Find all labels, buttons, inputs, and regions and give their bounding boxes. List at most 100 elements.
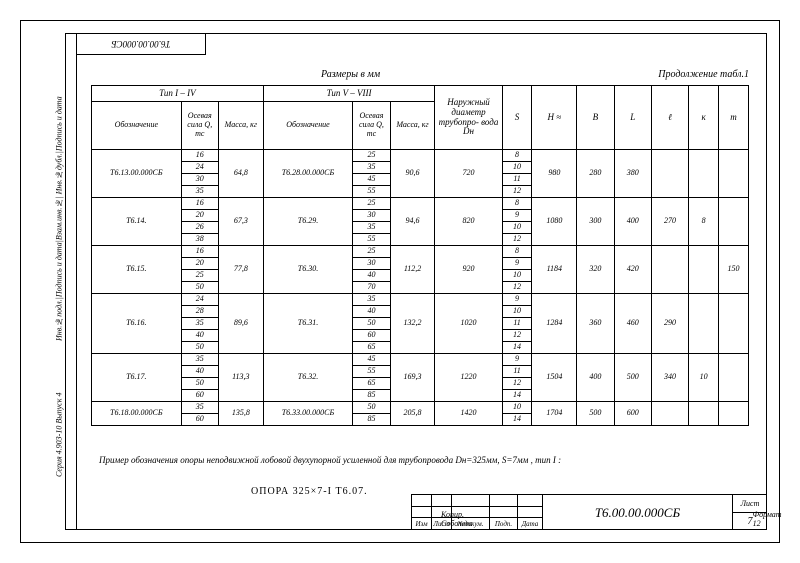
cell-q2: 65 [353,342,390,354]
cell-L: 500 [614,354,651,402]
cell-q2: 45 [353,354,390,366]
table-row: Т6.17.35113,3Т6.32.45169,312209150440050… [92,354,749,366]
cell-q2: 40 [353,306,390,318]
cell-q1: 40 [181,330,218,342]
cell-q2: 50 [353,318,390,330]
table-row: Т6.16.2489,6Т6.31.35132,2102091284360460… [92,294,749,306]
cell-d1: Т6.16. [92,294,182,354]
cell-s: 8 [502,198,532,210]
cell-b: 280 [577,150,614,198]
col-m: m [719,86,749,150]
cell-q2: 45 [353,174,390,186]
cell-m2: 205,8 [390,402,435,426]
cell-s: 14 [502,414,532,426]
group-header-1: Тип I – IV [92,86,264,102]
cell-q2: 25 [353,150,390,162]
cell-q2: 85 [353,390,390,402]
cell-q1: 35 [181,402,218,414]
cell-l: 340 [651,354,688,402]
cell-q1: 50 [181,342,218,354]
cell-b: 500 [577,402,614,426]
cell-d1: Т6.13.00.000СБ [92,150,182,198]
cell-k [689,150,719,198]
cell-q2: 25 [353,246,390,258]
cell-q2: 35 [353,162,390,174]
cell-h: 1504 [532,354,577,402]
col-d2: Обозначение [263,102,353,150]
cell-b: 400 [577,354,614,402]
cell-k [689,402,719,426]
cell-q1: 20 [181,210,218,222]
cell-h: 1080 [532,198,577,246]
cell-d2: Т6.33.00.000СБ [263,402,353,426]
cell-s: 9 [502,258,532,270]
cell-m2: 94,6 [390,198,435,246]
cell-q1: 25 [181,270,218,282]
footer-line: Копир. Соболева Формат 12 [91,510,782,528]
cell-l: 290 [651,294,688,354]
cell-q1: 24 [181,162,218,174]
table-row: Т6.13.00.000СБ1664,8Т6.28.00.000СБ2590,6… [92,150,749,162]
cell-s: 12 [502,330,532,342]
example-formula: ОПОРА 325×7-I Т6.07. [251,486,368,497]
cell-q2: 35 [353,294,390,306]
cell-d1: Т6.17. [92,354,182,402]
cell-q1: 50 [181,378,218,390]
cell-d1: Т6.15. [92,246,182,294]
cell-q1: 16 [181,198,218,210]
cell-q1: 60 [181,390,218,402]
cell-dn: 1020 [435,294,502,354]
cell-q2: 70 [353,282,390,294]
cell-q1: 30 [181,174,218,186]
cell-m [719,402,749,426]
cell-dn: 1220 [435,354,502,402]
cell-k [689,246,719,294]
cell-b: 320 [577,246,614,294]
cell-L: 400 [614,198,651,246]
cell-m: 150 [719,246,749,294]
cell-k [689,294,719,354]
cell-d2: Т6.29. [263,198,353,246]
footer-copier: Копир. Соболева [441,510,473,528]
cell-q2: 60 [353,330,390,342]
cell-m [719,354,749,402]
col-s: S [502,86,532,150]
side-text-column: Серия 4.903-10 Выпуск 4 Инв.№подл.|Подпи… [49,71,69,502]
cell-s: 11 [502,366,532,378]
cell-s: 11 [502,318,532,330]
cell-m1: 64,8 [218,150,263,198]
col-dn: Наружный диаметр трубопро- вода Dн [435,86,502,150]
cell-m1: 135,8 [218,402,263,426]
cell-L: 600 [614,402,651,426]
cell-q2: 40 [353,270,390,282]
cell-d2: Т6.31. [263,294,353,354]
cell-s: 12 [502,234,532,246]
col-k: к [689,86,719,150]
continuation-label: Продолжение табл.1 [658,69,749,80]
cell-s: 9 [502,294,532,306]
col-l: ℓ [651,86,688,150]
cell-s: 10 [502,222,532,234]
outer-frame: Т6.00.00.000СБ Серия 4.903-10 Выпуск 4 И… [20,20,780,543]
col-m2: Масса, кг [390,102,435,150]
cell-s: 10 [502,270,532,282]
col-b: B [577,86,614,150]
cell-s: 11 [502,174,532,186]
cell-s: 9 [502,354,532,366]
cell-q1: 35 [181,186,218,198]
example-text-content: Пример обозначения опоры неподвижной лоб… [99,455,561,465]
cell-d2: Т6.28.00.000СБ [263,150,353,198]
table-row: Т6.14.1667,3Т6.29.2594,68208108030040027… [92,198,749,210]
cell-d2: Т6.32. [263,354,353,402]
cell-q1: 16 [181,246,218,258]
col-h: H ≈ [532,86,577,150]
col-L: L [614,86,651,150]
cell-q1: 24 [181,294,218,306]
cell-d1: Т6.14. [92,198,182,246]
cell-L: 460 [614,294,651,354]
col-m1: Масса, кг [218,102,263,150]
cell-m1: 113,3 [218,354,263,402]
cell-m2: 132,2 [390,294,435,354]
cell-m1: 67,3 [218,198,263,246]
main-data-table: Тип I – IVТип V – VIIIНаружный диаметр т… [91,85,749,426]
